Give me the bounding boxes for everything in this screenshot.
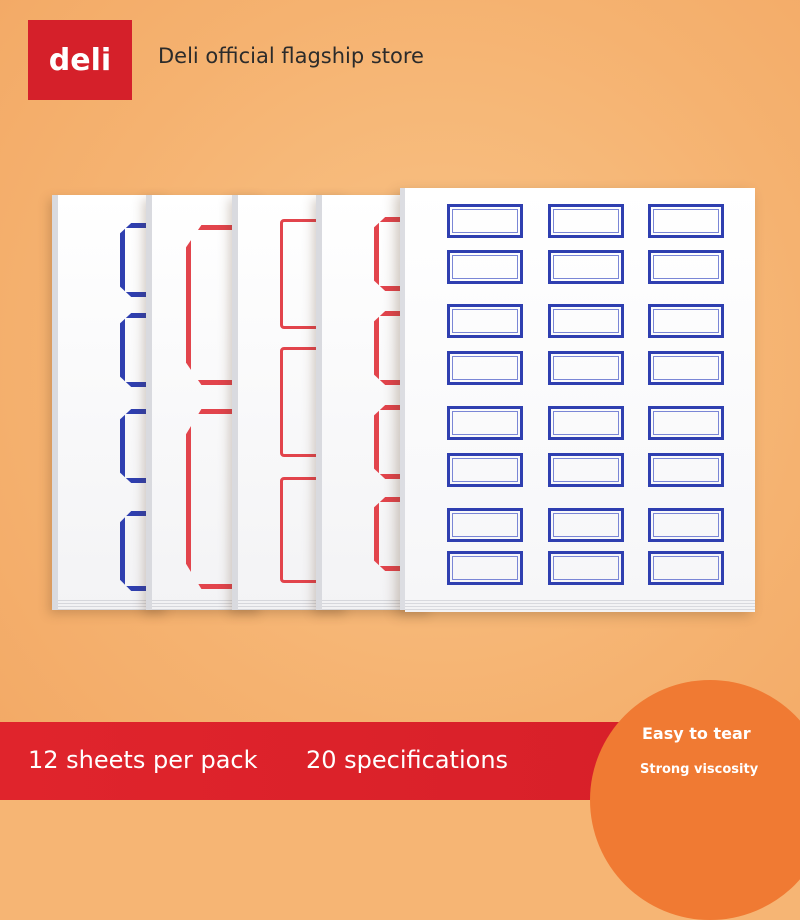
label-tag [648, 250, 724, 284]
label-tag [548, 453, 624, 487]
label-tag [447, 250, 523, 284]
label-tag [120, 511, 168, 591]
label-sheet-blue-grid [400, 188, 755, 612]
label-tag [548, 508, 624, 542]
label-tag [648, 406, 724, 440]
brand-logo: deli [28, 20, 132, 100]
label-tag [548, 551, 624, 585]
label-tag [648, 304, 724, 338]
label-tag [548, 204, 624, 238]
label-tag [447, 351, 523, 385]
label-tag [447, 508, 523, 542]
label-tag [648, 508, 724, 542]
label-tag [548, 351, 624, 385]
label-tag [447, 551, 523, 585]
label-tag [447, 453, 523, 487]
brand-logo-text: deli [48, 42, 112, 78]
label-tag [280, 219, 348, 329]
label-tag [648, 453, 724, 487]
label-tag [648, 351, 724, 385]
specifications-label: 20 specifications [306, 746, 509, 774]
badge-title: Easy to tear [642, 724, 751, 743]
label-tag [548, 250, 624, 284]
label-tag [548, 304, 624, 338]
label-tag [447, 406, 523, 440]
label-tag [280, 347, 348, 457]
badge-subtitle: Strong viscosity [640, 762, 759, 777]
label-tag [120, 409, 168, 483]
label-tag [280, 477, 348, 583]
sheets-per-pack-label: 12 sheets per pack [28, 746, 258, 774]
label-tag [648, 204, 724, 238]
label-tag [447, 204, 523, 238]
label-tag [120, 223, 168, 297]
label-tag [548, 406, 624, 440]
label-tag [648, 551, 724, 585]
label-tag [186, 409, 262, 589]
store-name: Deli official flagship store [158, 44, 424, 68]
label-tag [186, 225, 262, 385]
label-tag [120, 313, 168, 387]
label-tag [447, 304, 523, 338]
